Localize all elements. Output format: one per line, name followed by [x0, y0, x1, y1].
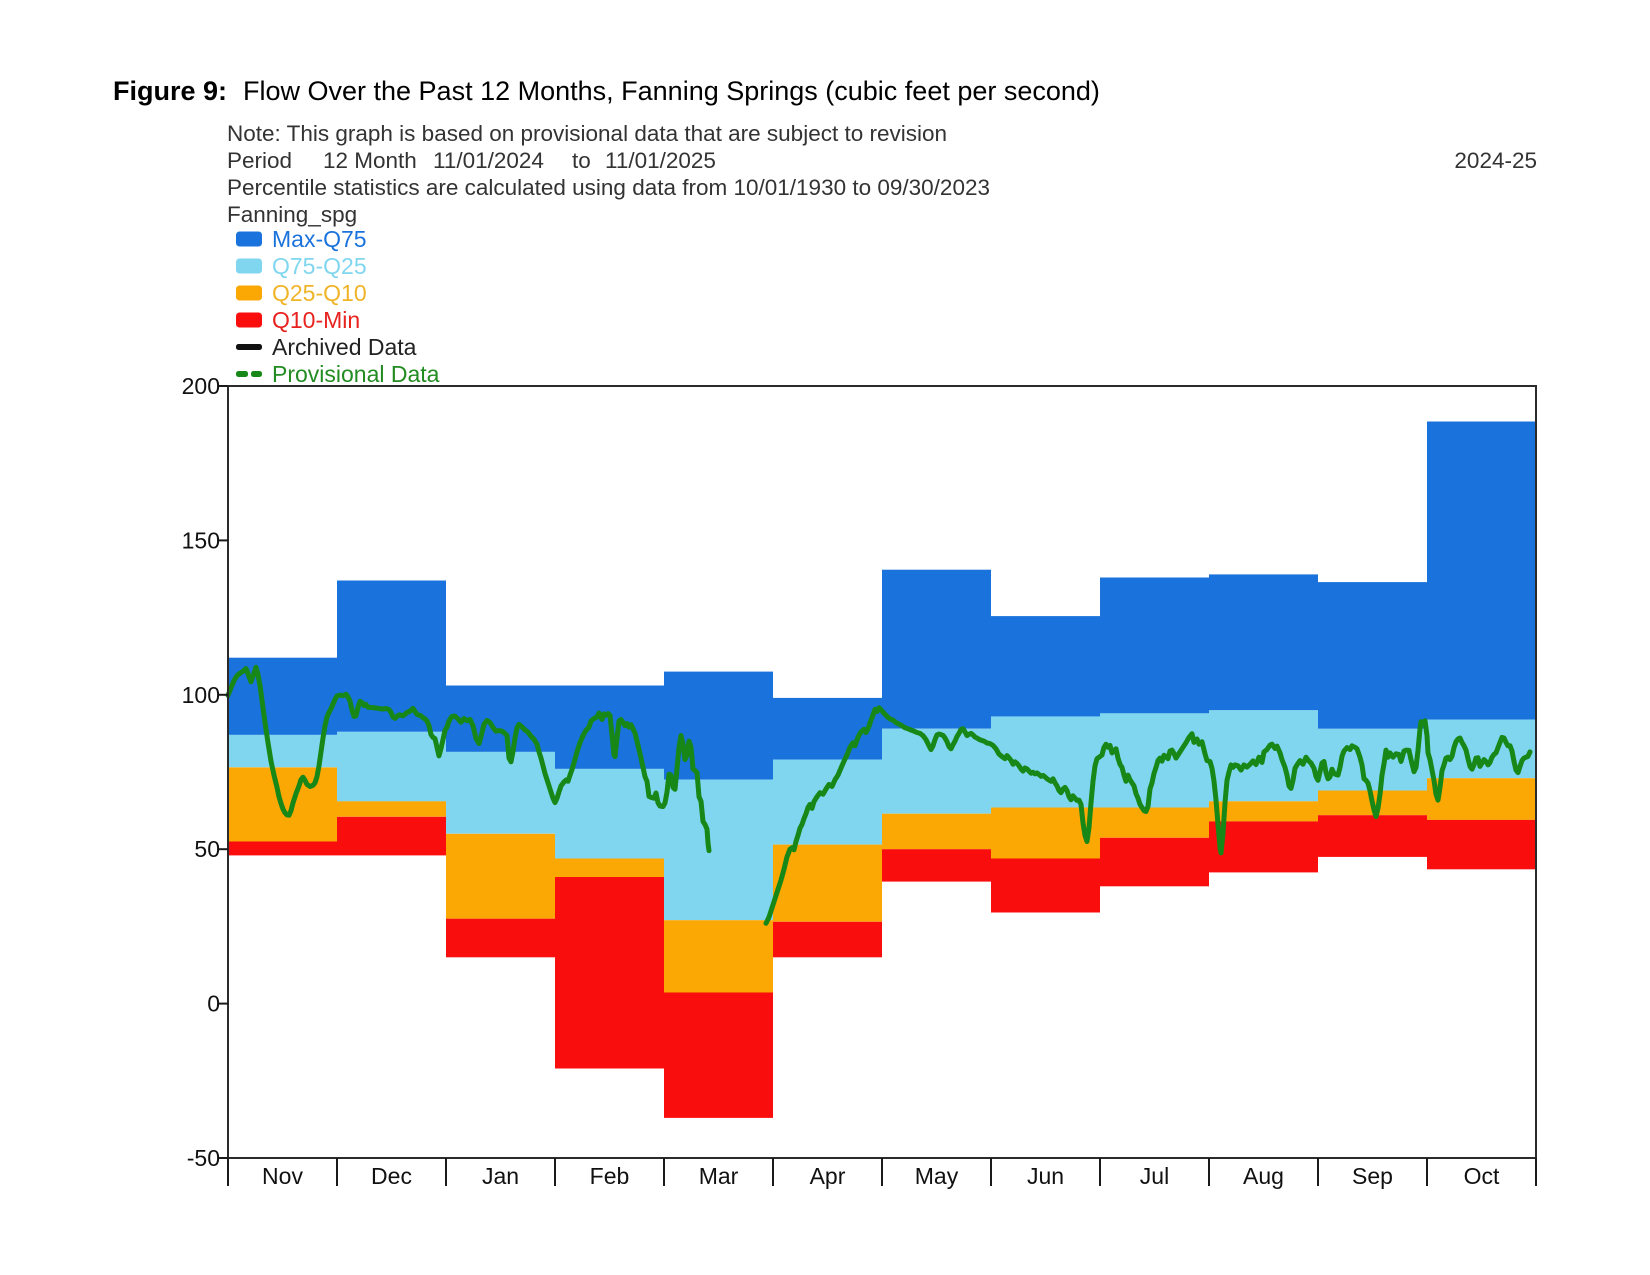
svg-text:Feb: Feb [590, 1163, 630, 1189]
svg-text:11/01/2025: 11/01/2025 [605, 148, 716, 173]
svg-text:Jun: Jun [1027, 1163, 1064, 1189]
svg-text:Mar: Mar [699, 1163, 739, 1189]
svg-text:12 Month: 12 Month [323, 148, 417, 173]
svg-text:Oct: Oct [1464, 1163, 1500, 1189]
svg-text:Nov: Nov [262, 1163, 303, 1189]
svg-text:Jul: Jul [1140, 1163, 1169, 1189]
svg-text:150: 150 [182, 527, 220, 553]
svg-text:Q25-Q10: Q25-Q10 [272, 280, 367, 306]
svg-text:Aug: Aug [1243, 1163, 1284, 1189]
svg-text:-50: -50 [187, 1145, 220, 1171]
svg-text:Max-Q75: Max-Q75 [272, 226, 367, 252]
svg-text:Q10-Min: Q10-Min [272, 307, 360, 333]
svg-text:0: 0 [207, 991, 220, 1017]
svg-text:Jan: Jan [482, 1163, 519, 1189]
svg-text:11/01/2024: 11/01/2024 [433, 148, 544, 173]
svg-text:Fanning_spg: Fanning_spg [227, 202, 357, 227]
svg-text:Archived Data: Archived Data [272, 334, 417, 360]
svg-text:200: 200 [182, 373, 220, 399]
svg-text:Apr: Apr [810, 1163, 846, 1189]
svg-text:Percentile statistics are calc: Percentile statistics are calculated usi… [227, 175, 990, 200]
svg-text:Figure 9:: Figure 9: [113, 76, 227, 106]
svg-text:Flow Over the Past 12 Months,: Flow Over the Past 12 Months, Fanning Sp… [243, 76, 1100, 106]
svg-text:50: 50 [194, 836, 220, 862]
svg-text:Sep: Sep [1352, 1163, 1393, 1189]
svg-text:to: to [572, 148, 591, 173]
svg-text:Provisional Data: Provisional Data [272, 361, 440, 387]
svg-text:2024-25: 2024-25 [1454, 148, 1537, 173]
svg-text:Note: This graph is based on p: Note: This graph is based on provisional… [227, 121, 947, 146]
svg-text:100: 100 [182, 682, 220, 708]
svg-text:Q75-Q25: Q75-Q25 [272, 253, 367, 279]
svg-text:Period: Period [227, 148, 292, 173]
svg-text:May: May [915, 1163, 959, 1189]
svg-text:Dec: Dec [371, 1163, 412, 1189]
